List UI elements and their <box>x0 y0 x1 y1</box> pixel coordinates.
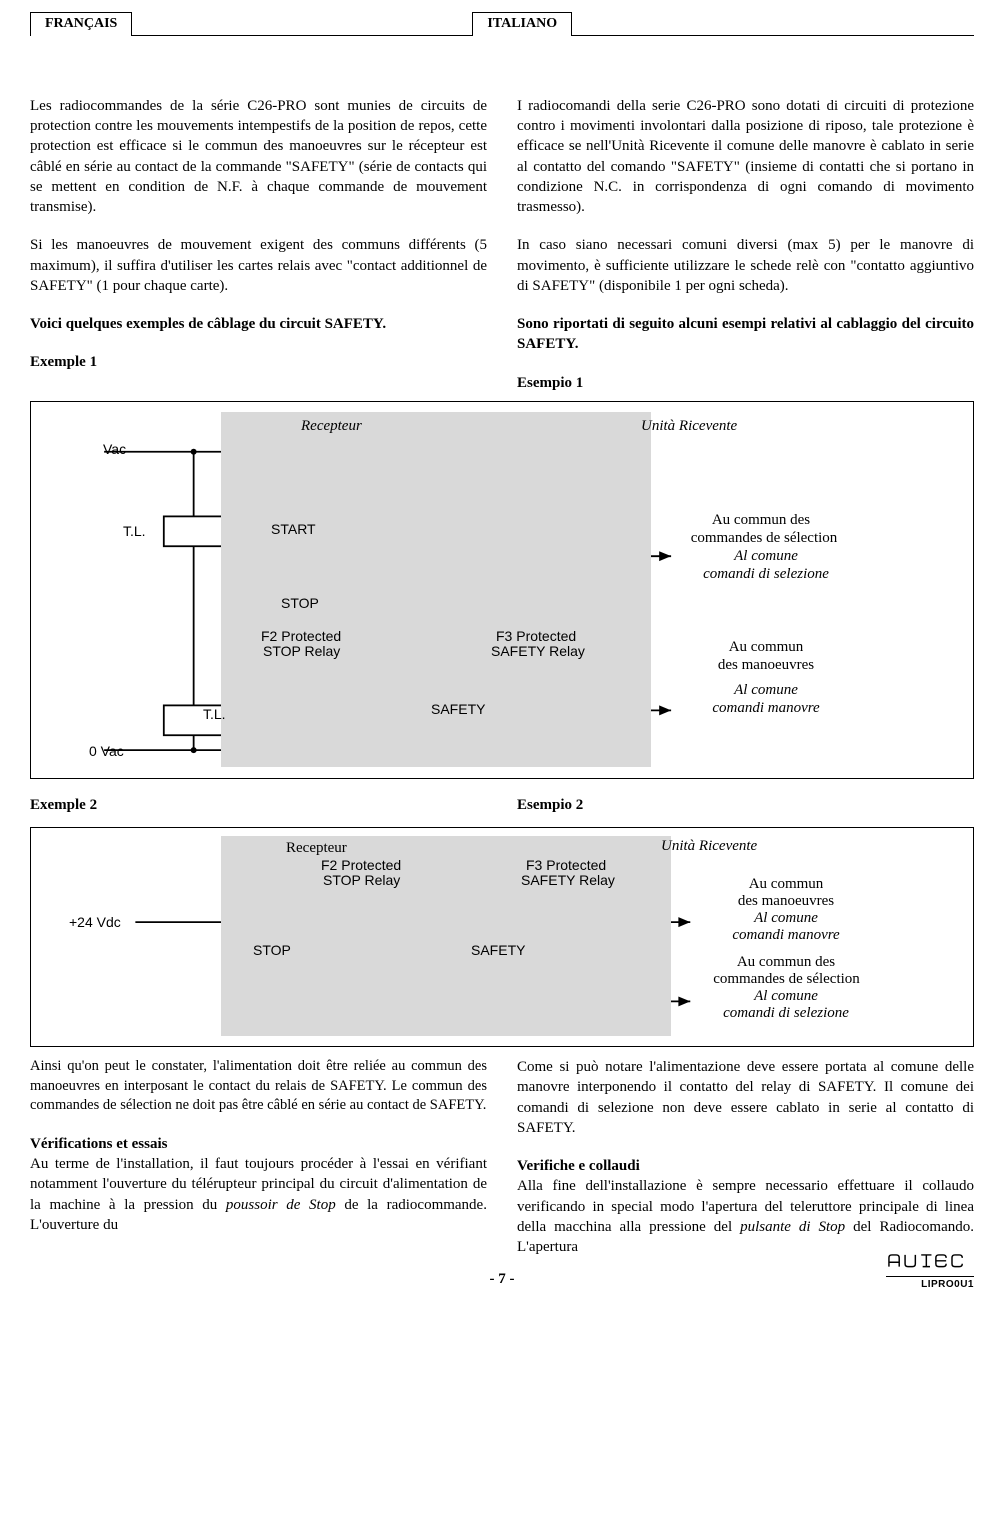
d1-tl1: T.L. <box>123 522 146 541</box>
d2-24v: +24 Vdc <box>69 913 121 932</box>
it-h1: Sono riportati di seguito alcuni esempi … <box>517 314 974 355</box>
diagram-2: Recepteur Unità Ricevente F2 Protected S… <box>30 827 974 1047</box>
col-fr: Les radiocommandes de la série C26-PRO s… <box>30 96 487 401</box>
d2-unita: Unità Ricevente <box>661 836 757 856</box>
d1-start: START <box>271 520 316 539</box>
page-num: - 7 - <box>490 1271 515 1287</box>
d1-vac: Vac <box>103 440 126 459</box>
it-p3: Come si può notare l'alimentazione deve … <box>517 1057 974 1138</box>
ex2-labels: Exemple 2 Esempio 2 <box>30 789 974 823</box>
fr-p2: Si les manoeuvres de mouvement exigent d… <box>30 235 487 296</box>
tab-rule-left <box>132 12 472 36</box>
fr-p3: Ainsi qu'on peut le constater, l'aliment… <box>30 1057 487 1116</box>
d2-stop: STOP <box>253 941 291 960</box>
brand-code: LIPRO0U1 <box>886 1276 974 1292</box>
d1-recepteur: Recepteur <box>301 416 362 436</box>
fr-ex1: Exemple 1 <box>30 352 487 372</box>
it-p2: In caso siano necessari comuni diversi (… <box>517 235 974 296</box>
brand-logo <box>886 1252 974 1270</box>
brand-block: LIPRO0U1 <box>886 1252 974 1291</box>
d1-f2b: STOP Relay <box>263 642 340 661</box>
it-ex2: Esempio 2 <box>517 795 974 815</box>
d1-tl2: T.L. <box>203 705 226 724</box>
d1-f3b: SAFETY Relay <box>491 642 585 661</box>
d2-man-it2: comandi manovre <box>696 925 876 945</box>
diagram-1: Recepteur Unità Ricevente Vac T.L. START… <box>30 401 974 779</box>
tab-rule-right <box>572 12 974 36</box>
col-it: I radiocomandi della serie C26-PRO sono … <box>517 96 974 401</box>
it-p1: I radiocomandi della serie C26-PRO sono … <box>517 96 974 218</box>
it-p4: Alla fine dell'installazione è sempre ne… <box>517 1176 974 1257</box>
it-ex1: Esempio 1 <box>517 373 974 393</box>
text-bottom: Ainsi qu'on peut le constater, l'aliment… <box>30 1057 974 1257</box>
col-it-bot: Come si può notare l'alimentazione deve … <box>517 1057 974 1257</box>
it-p4em: pulsante di Stop <box>740 1219 845 1235</box>
d2-safety: SAFETY <box>471 941 525 960</box>
fr-h2: Vérifications et essais <box>30 1134 487 1154</box>
d1-safety: SAFETY <box>431 700 485 719</box>
lang-tabs: FRANÇAIS ITALIANO <box>30 12 974 36</box>
fr-ex2: Exemple 2 <box>30 795 487 815</box>
fr-p4: Au terme de l'installation, il faut touj… <box>30 1154 487 1235</box>
col-fr-bot: Ainsi qu'on peut le constater, l'aliment… <box>30 1057 487 1257</box>
footer: - 7 - LIPRO0U1 <box>30 1269 974 1289</box>
text-top: Les radiocommandes de la série C26-PRO s… <box>30 96 974 401</box>
d2-f3b: SAFETY Relay <box>521 871 615 890</box>
fr-p1: Les radiocommandes de la série C26-PRO s… <box>30 96 487 218</box>
d1-0vac: 0 Vac <box>89 742 124 761</box>
d2-sel-it2: comandi di selezione <box>691 1003 881 1023</box>
d1-sel-it2: comandi di selezione <box>671 564 861 584</box>
fr-h1: Voici quelques exemples de câblage du ci… <box>30 314 487 334</box>
d2-f2b: STOP Relay <box>323 871 400 890</box>
fr-p4em: poussoir de Stop <box>226 1197 336 1213</box>
d1-unita: Unità Ricevente <box>641 416 737 436</box>
d1-man-it2: comandi manovre <box>676 698 856 718</box>
tab-francais: FRANÇAIS <box>30 12 132 36</box>
tab-italiano: ITALIANO <box>472 12 572 36</box>
d1-stop: STOP <box>281 594 319 613</box>
d1-man-fr2: des manoeuvres <box>681 655 851 675</box>
it-h2: Verifiche e collaudi <box>517 1156 974 1176</box>
